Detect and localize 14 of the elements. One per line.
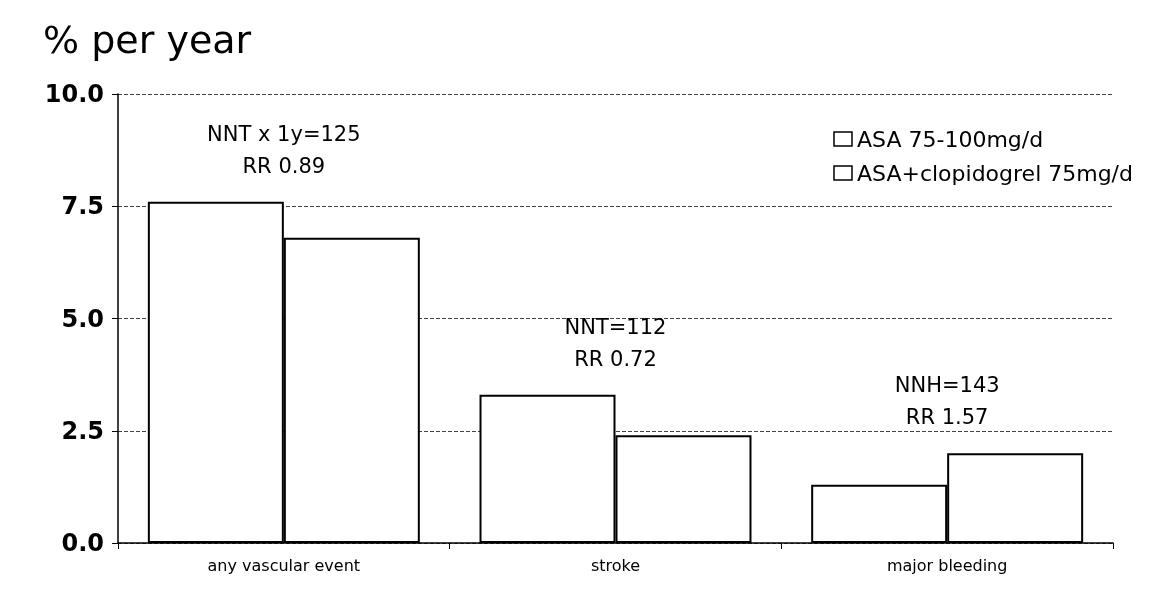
x-tick-label: any vascular event — [207, 555, 361, 575]
annotation: NNT=112 RR 0.72 — [564, 314, 667, 371]
y-tick-label: 5.0 — [61, 304, 104, 333]
y-tick-label: 7.5 — [61, 192, 104, 221]
legend-label: ASA+clopidogrel 75mg/d — [856, 160, 1134, 186]
y-tick-label: 0.0 — [61, 529, 104, 557]
y-axis-title: % per year — [43, 18, 252, 62]
legend-label: ASA 75-100mg/d — [856, 126, 1044, 152]
y-tick-label: 10.0 — [44, 80, 104, 108]
y-tick-label: 2.5 — [61, 416, 104, 445]
annotation: NNT x 1y=125 RR 0.89 — [207, 121, 361, 178]
annotation: NNH=143 RR 1.57 — [894, 373, 1000, 430]
x-tick-label: major bleeding — [886, 555, 1008, 575]
x-tick-label: stroke — [590, 555, 641, 575]
